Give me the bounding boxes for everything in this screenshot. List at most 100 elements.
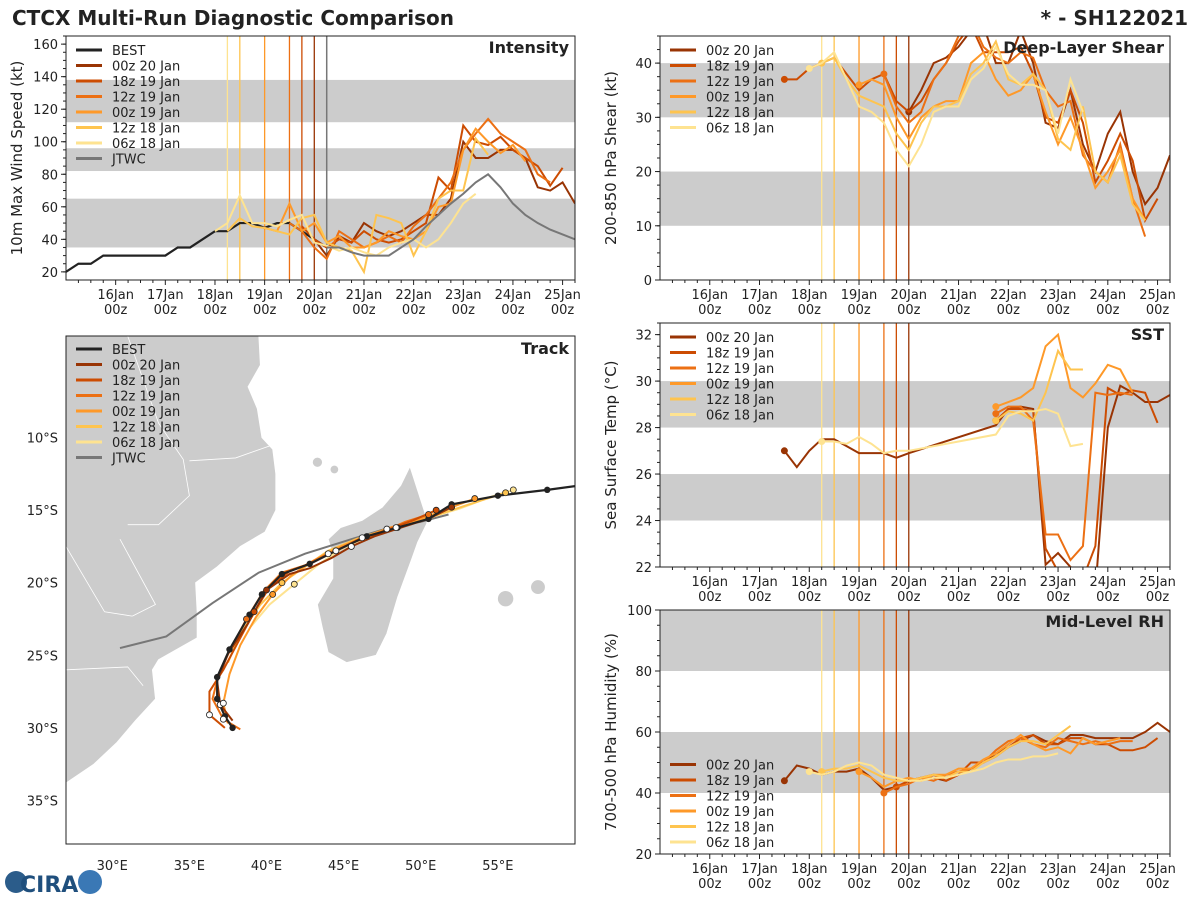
x-tick-label: 00z: [452, 303, 476, 318]
forecast-track-point: [219, 715, 227, 723]
x-tick-label: 25Jan: [1139, 862, 1176, 877]
x-tick-label: 00z: [698, 877, 722, 892]
run-start-point: [818, 438, 826, 446]
x-tick-label: 19Jan: [841, 575, 878, 590]
rh-panel: 2040608010016Jan00z17Jan00z18Jan00z19Jan…: [602, 604, 1176, 892]
x-tick-label: 00z: [997, 303, 1021, 318]
shade-band: [660, 732, 1170, 793]
x-tick-label: 00z: [1046, 303, 1070, 318]
x-tick-label: 00z: [748, 590, 772, 605]
shade-band: [660, 610, 1170, 671]
best-track-point: [213, 695, 221, 703]
x-tick-label: 00z: [997, 590, 1021, 605]
series-line-06z-18-jan: [808, 44, 1084, 168]
forecast-track-point: [425, 511, 432, 518]
panel-title: SST: [1131, 325, 1164, 344]
x-tick-label: 23Jan: [1040, 288, 1077, 303]
island-landmass: [531, 580, 545, 595]
island-landmass: [330, 465, 339, 474]
island-landmass: [312, 457, 323, 467]
x-tick-label: 24Jan: [1090, 862, 1127, 877]
x-tick-label: 21Jan: [940, 288, 977, 303]
legend-label: 00z 19 Jan: [706, 805, 774, 820]
x-tick-label: 00z: [698, 303, 722, 318]
legend-label: 12z 19 Jan: [112, 91, 180, 106]
best-track-point: [226, 646, 233, 653]
best-track-point: [258, 591, 266, 598]
x-tick-label: 00z: [798, 303, 822, 318]
shade-band: [660, 171, 1170, 226]
shade-band: [660, 474, 1170, 521]
forecast-track-point: [243, 615, 250, 623]
y-tick-label: 100: [33, 136, 58, 151]
x-tick-label: 00z: [847, 590, 871, 605]
x-tick-label: 00z: [698, 590, 722, 605]
run-start-point: [780, 447, 788, 455]
lon-tick-label: 45°E: [328, 859, 359, 874]
lon-tick-label: 30°E: [97, 859, 128, 874]
lat-tick-label: 35°S: [27, 794, 58, 809]
best-track-point: [306, 560, 313, 568]
track-panel: 30°E 35°E 40°E 45°E 50°E 55°E 10°S 15°S 20°S 25°S…: [27, 335, 576, 874]
cira-logo: CIRA: [5, 870, 102, 898]
series-line-00z-20-jan: [313, 139, 575, 258]
x-tick-label: 00z: [748, 303, 772, 318]
x-tick-label: 24Jan: [495, 288, 532, 303]
run-start-point: [855, 768, 863, 776]
legend-label: 12z 18 Jan: [706, 106, 774, 121]
y-tick-label: 10: [635, 220, 652, 235]
x-tick-label: 20Jan: [296, 288, 333, 303]
legend-label: 12z 18 Jan: [706, 821, 774, 836]
legend-label: 00z 19 Jan: [112, 405, 180, 420]
x-tick-label: 00z: [352, 303, 376, 318]
forecast-track-point: [347, 543, 355, 550]
legend-label: JTWC: [111, 452, 146, 467]
lon-tick-label: 35°E: [174, 859, 205, 874]
forecast-track-point: [432, 506, 440, 514]
legend-label: 00z 20 Jan: [706, 759, 774, 774]
x-tick-label: 00z: [1146, 877, 1170, 892]
legend-label: JTWC: [111, 153, 146, 168]
series-line-best: [66, 221, 328, 273]
panel-title: Mid-Level RH: [1045, 612, 1164, 631]
map-frame: [65, 335, 576, 845]
x-tick-label: 17Jan: [147, 288, 184, 303]
x-tick-label: 00z: [897, 303, 921, 318]
legend-label: 18z 19 Jan: [706, 774, 774, 789]
forecast-track-point: [358, 534, 366, 542]
forecast-track-point: [502, 489, 509, 497]
y-tick-label: 140: [33, 71, 58, 86]
best-track-point: [229, 724, 236, 732]
lat-tick-label: 30°S: [27, 722, 58, 737]
legend-label: 12z 19 Jan: [706, 75, 774, 90]
legend-label: 00z 19 Jan: [112, 106, 180, 121]
run-start-point: [992, 410, 1000, 418]
island-landmass: [497, 590, 514, 607]
x-tick-label: 22Jan: [990, 575, 1027, 590]
x-tick-label: 00z: [847, 877, 871, 892]
plot-frame: [659, 322, 1171, 568]
series-line-00z-19-jan: [858, 50, 1146, 221]
series-line-18z-19-jan: [784, 36, 1159, 224]
y-tick-label: 40: [635, 787, 652, 802]
forecast-track-point: [250, 608, 258, 616]
y-tick-label: 32: [635, 329, 652, 344]
x-tick-label: 00z: [154, 303, 178, 318]
lat-tick-label: 25°S: [27, 649, 58, 664]
lat-tick-label: 15°S: [27, 504, 58, 519]
x-tick-label: 00z: [1146, 303, 1170, 318]
run-start-point: [805, 768, 813, 776]
x-tick-label: 18Jan: [197, 288, 234, 303]
lat-tick-label: 10°S: [27, 432, 58, 447]
y-axis-label: Sea Surface Temp (°C): [602, 360, 620, 529]
y-tick-label: 40: [635, 57, 652, 72]
legend-label: 00z 20 Jan: [112, 359, 180, 374]
forecast-track-point: [448, 503, 456, 511]
x-tick-label: 20Jan: [890, 575, 927, 590]
x-tick-label: 00z: [847, 303, 871, 318]
x-tick-label: 00z: [798, 590, 822, 605]
country-border: [127, 336, 190, 526]
x-tick-label: 19Jan: [246, 288, 283, 303]
x-tick-label: 19Jan: [841, 288, 878, 303]
